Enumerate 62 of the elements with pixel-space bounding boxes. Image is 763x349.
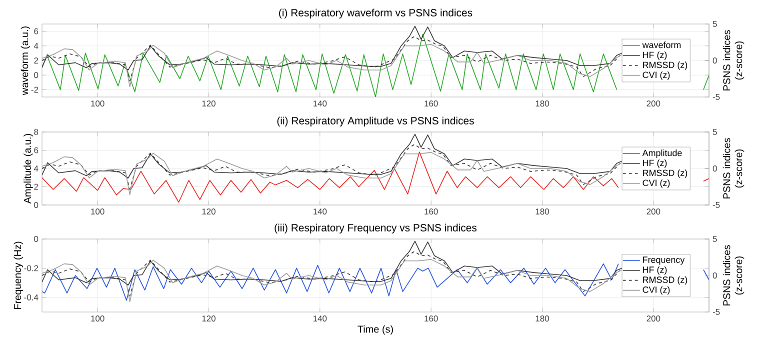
y-tick-label: 0	[34, 72, 38, 78]
y2-tick-label: -5	[712, 202, 720, 208]
x-tick-label: 160	[424, 208, 438, 215]
y-tick-label: 8	[34, 129, 38, 135]
y-tick-label: -0.4	[24, 294, 38, 300]
x-tick-label: 140	[313, 100, 327, 107]
x-tick-label: 160	[424, 100, 438, 107]
y-tick-label: 6	[34, 147, 38, 154]
legend-label: Amplitude	[642, 150, 682, 158]
x-tick-label: 140	[313, 208, 327, 215]
y-tick-label: 2	[34, 58, 38, 64]
y-axis-title: waveform (a.u.)	[20, 26, 30, 96]
y2-axis-title: PSNS indices (z-score)	[722, 245, 744, 306]
legend-label: CVI (z)	[642, 286, 670, 295]
y-tick-label: -2	[31, 86, 38, 93]
x-tick-label: 120	[202, 316, 216, 322]
legend-label: waveform	[642, 42, 681, 48]
legend-label: RMSSD (z)	[643, 276, 688, 285]
y2-tick-label: 5	[712, 236, 717, 242]
x-axis-title: Time (s)	[358, 325, 393, 335]
x-tick-label: 160	[424, 316, 438, 322]
y-tick-label: -0.2	[24, 265, 38, 272]
x-tick-label: 120	[202, 208, 216, 215]
legend-label: HF (z)	[643, 266, 667, 275]
x-tick-label: 100	[91, 208, 104, 215]
x-tick-label: 100	[91, 316, 104, 322]
x-tick-label: 180	[536, 316, 549, 322]
x-tick-label: 200	[646, 208, 660, 215]
legend-label: RMSSD (z)	[643, 169, 688, 178]
x-tick-label: 140	[313, 316, 327, 322]
y-tick-label: 0	[34, 236, 38, 242]
x-tick-label: 100	[91, 100, 104, 107]
y2-tick-label: -5	[712, 309, 720, 315]
y-tick-label: 6	[34, 28, 38, 34]
chart-title: (ii) Respiratory Amplitude vs PSNS indices	[277, 116, 474, 126]
y-tick-label: 2	[34, 184, 38, 190]
y2-tick-label: 0	[712, 58, 717, 64]
chart-title: (i) Respiratory waveform vs PSNS indices	[279, 8, 472, 18]
y2-tick-label: 0	[712, 272, 717, 278]
y2-axis-title: PSNS indices (z-score)	[722, 138, 744, 198]
y-axis-title: Frequency (Hz)	[14, 242, 24, 310]
x-tick-label: 120	[202, 100, 216, 107]
y2-tick-label: 5	[712, 129, 717, 135]
y2-axis-title: PSNS indices (z-score)	[722, 30, 744, 90]
x-tick-label: 200	[646, 316, 660, 322]
legend-label: Frequency	[643, 256, 685, 265]
y-tick-label: 4	[34, 42, 38, 49]
y-axis-title: Amplitude (a.u.)	[24, 134, 33, 204]
legend-label: HF (z)	[643, 160, 667, 168]
x-tick-label: 180	[536, 208, 549, 215]
legend-label: CVI (z)	[642, 179, 670, 188]
y-tick-label: 0	[34, 202, 38, 208]
y-tick-label: 4	[34, 166, 38, 172]
x-tick-label: 200	[646, 100, 660, 107]
legend-label: CVI (z)	[642, 71, 670, 80]
y2-tick-label: 0	[712, 166, 717, 172]
legend-label: HF (z)	[643, 52, 667, 60]
chart-title: (iii) Respiratory Frequency vs PSNS indices	[274, 224, 477, 234]
x-tick-label: 180	[536, 100, 549, 107]
y2-tick-label: -5	[712, 94, 720, 100]
y2-tick-label: 5	[712, 21, 717, 27]
legend-label: RMSSD (z)	[643, 61, 688, 70]
